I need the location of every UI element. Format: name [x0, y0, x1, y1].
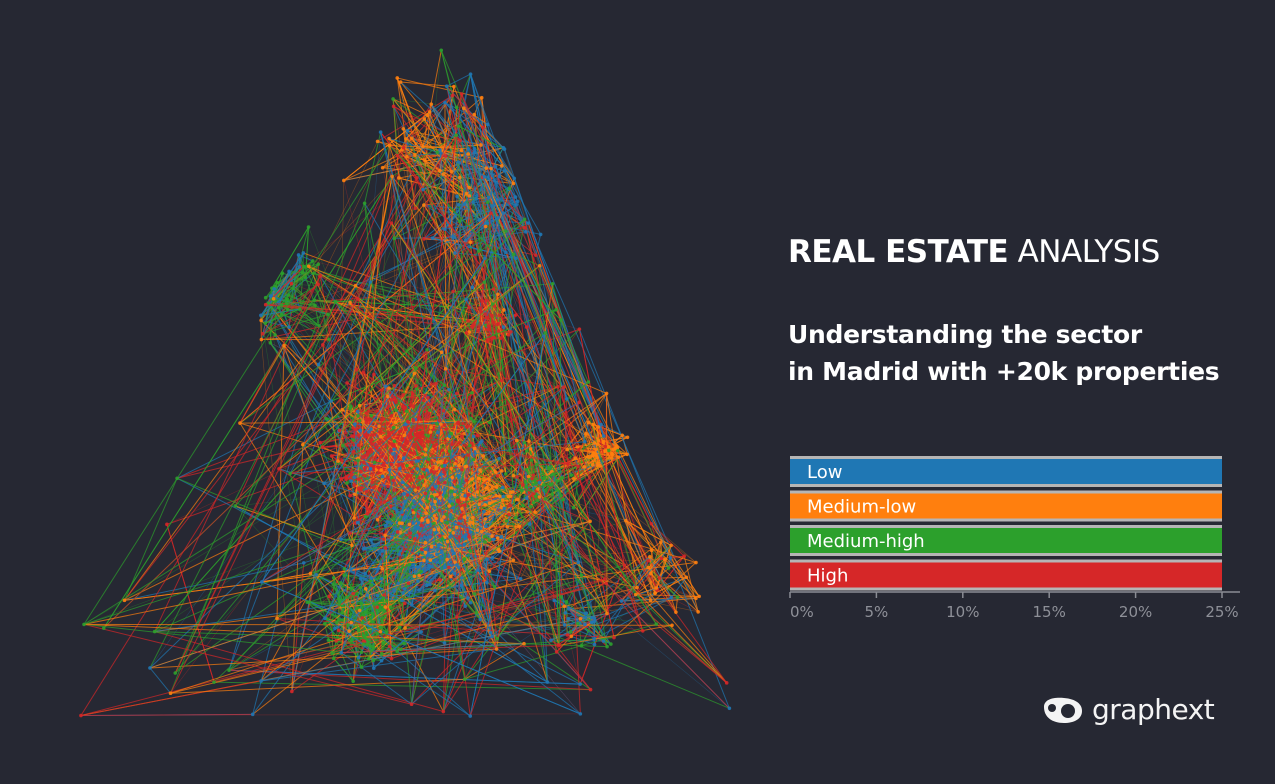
x-tick-label: 10% — [946, 603, 979, 621]
subtitle-line-1: Understanding the sector — [788, 320, 1142, 349]
page-title: REAL ESTATE ANALYSIS — [788, 234, 1160, 270]
bar-fill — [790, 562, 1222, 588]
x-tick-label: 0% — [790, 603, 814, 621]
bar-label: Medium-low — [807, 497, 916, 518]
x-tick-label: 20% — [1119, 603, 1152, 621]
subtitle-line-2: in Madrid with +20k properties — [788, 357, 1220, 386]
x-tick-label: 5% — [865, 603, 889, 621]
price-category-bar-chart: Low Medium-low Medium-high High 0% 5% 10% 15% 20… — [789, 456, 1240, 621]
bar-medium-high[interactable]: Medium-high — [790, 525, 1222, 556]
graphext-logo-icon — [1044, 697, 1082, 723]
bar-label: Low — [807, 462, 842, 483]
bar-fill — [790, 528, 1222, 553]
local-edges — [80, 50, 730, 717]
x-tick-label: 15% — [1033, 603, 1066, 621]
bar-low[interactable]: Low — [790, 456, 1222, 487]
bar-fill — [790, 493, 1222, 519]
bar-high[interactable]: High — [790, 559, 1222, 591]
property-network-graph — [79, 48, 732, 718]
title-light: ANALYSIS — [1017, 234, 1161, 270]
x-tick-label: 25% — [1205, 603, 1238, 621]
bar-fill — [790, 459, 1222, 484]
bar-label: High — [807, 566, 848, 587]
graphext-logo: graphext — [1040, 693, 1215, 726]
property-nodes — [79, 48, 732, 718]
bar-medium-low[interactable]: Medium-low — [790, 490, 1222, 522]
bar-label: Medium-high — [807, 531, 925, 552]
logo-text: graphext — [1092, 693, 1215, 726]
title-bold: REAL ESTATE — [788, 234, 1009, 270]
subtitle: Understanding the sector in Madrid with … — [788, 316, 1220, 390]
